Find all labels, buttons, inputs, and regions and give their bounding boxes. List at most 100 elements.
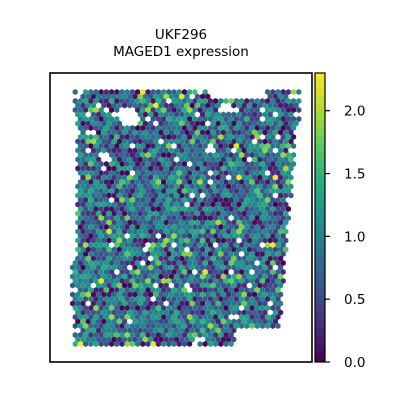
expression-spot [150, 206, 156, 212]
expression-spot [168, 264, 174, 271]
expression-spot [168, 138, 174, 145]
expression-spot [213, 278, 219, 284]
expression-spot [174, 219, 180, 226]
expression-spot [275, 170, 281, 176]
expression-spot [114, 296, 120, 302]
expression-spot [174, 210, 180, 217]
expression-spot [90, 111, 96, 118]
expression-spot [218, 179, 224, 185]
expression-spot [179, 111, 185, 118]
expression-spot [174, 192, 180, 199]
expression-spot [272, 246, 278, 253]
expression-spot [150, 161, 156, 167]
expression-spot [192, 188, 198, 194]
expression-spot [137, 246, 143, 253]
expression-spot [192, 332, 198, 338]
expression-spot [246, 264, 252, 271]
expression-spot [187, 224, 193, 230]
expression-spot [119, 206, 125, 212]
expression-spot [223, 98, 229, 104]
expression-spot [207, 314, 213, 320]
expression-spot [285, 188, 291, 194]
expression-spot [119, 323, 125, 329]
expression-spot [207, 206, 213, 212]
expression-spot [135, 251, 141, 257]
expression-spot [236, 291, 242, 298]
expression-spot [96, 318, 102, 325]
expression-spot [135, 170, 141, 176]
expression-spot [103, 251, 109, 257]
expression-spot [197, 206, 203, 212]
expression-spot [142, 336, 148, 343]
colorbar-tick-label: 0.5 [344, 292, 365, 308]
expression-spot [98, 296, 104, 302]
expression-spot [241, 210, 247, 217]
expression-spot [166, 134, 172, 140]
expression-spot [223, 314, 229, 320]
expression-spot [233, 242, 239, 248]
expression-spot [166, 296, 172, 302]
expression-spot [213, 197, 219, 203]
expression-spot [166, 116, 172, 122]
expression-spot [179, 219, 185, 226]
expression-spot [239, 125, 245, 131]
expression-spot [155, 287, 161, 293]
expression-spot [213, 260, 219, 266]
expression-spot [153, 246, 159, 253]
expression-spot [80, 93, 86, 100]
expression-spot [166, 179, 172, 185]
expression-spot [278, 291, 284, 298]
expression-spot [70, 282, 76, 289]
expression-spot [220, 246, 226, 253]
expression-spot [265, 188, 271, 194]
expression-spot [285, 116, 291, 122]
expression-spot [129, 98, 135, 104]
expression-spot [129, 152, 135, 158]
expression-spot [116, 228, 122, 235]
expression-spot [202, 233, 208, 239]
expression-spot [111, 156, 117, 163]
expression-spot [280, 242, 286, 248]
expression-spot [75, 300, 81, 307]
expression-spot [218, 98, 224, 104]
expression-spot [153, 318, 159, 325]
expression-spot [179, 165, 185, 172]
expression-spot [265, 251, 271, 257]
expression-spot [124, 287, 130, 293]
expression-spot [119, 125, 125, 131]
expression-spot [77, 134, 83, 140]
expression-spot [280, 188, 286, 194]
expression-spot [124, 278, 130, 284]
expression-spot [220, 327, 226, 334]
expression-spot [210, 282, 216, 289]
expression-spot [194, 237, 200, 244]
expression-spot [93, 152, 99, 158]
expression-spot [119, 215, 125, 221]
expression-spot [223, 125, 229, 131]
expression-spot [218, 197, 224, 203]
expression-spot [148, 129, 154, 136]
expression-spot [270, 296, 276, 302]
expression-spot [265, 179, 271, 185]
expression-spot [270, 224, 276, 230]
expression-spot [239, 197, 245, 203]
expression-spot [228, 188, 234, 194]
expression-spot [228, 278, 234, 284]
expression-spot [127, 246, 133, 253]
expression-spot [270, 188, 276, 194]
expression-spot [184, 129, 190, 136]
expression-spot [262, 309, 268, 316]
expression-spot [228, 224, 234, 230]
expression-spot [205, 264, 211, 271]
expression-spot [101, 138, 107, 145]
expression-spot [114, 251, 120, 257]
expression-spot [109, 188, 115, 194]
expression-spot [181, 152, 187, 158]
expression-spot [275, 107, 281, 113]
expression-spot [236, 318, 242, 325]
expression-spot [249, 296, 255, 302]
expression-spot [283, 201, 289, 208]
expression-spot [202, 215, 208, 221]
expression-spot [272, 201, 278, 208]
expression-spot [189, 327, 195, 334]
